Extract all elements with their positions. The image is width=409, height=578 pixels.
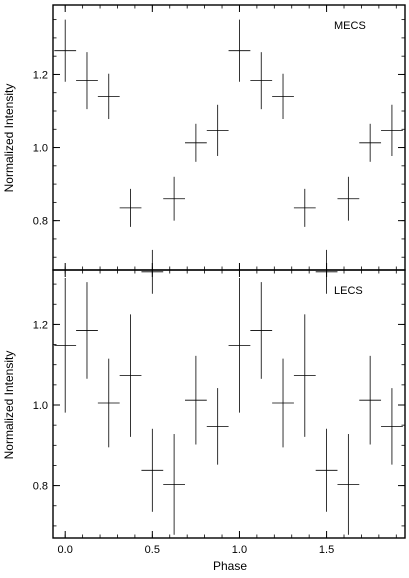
y-tick-label-mecs: 1.2 <box>33 69 48 81</box>
data-point-lecs <box>206 388 229 465</box>
data-point-lecs <box>359 355 382 445</box>
data-point-lecs <box>272 358 294 448</box>
plot-frame-lecs <box>52 269 406 539</box>
data-point-lecs <box>293 314 316 437</box>
data-point-mecs <box>337 176 360 221</box>
y-axis-label-lecs: Normalized Intensity <box>2 351 16 460</box>
panel-label-lecs: LECS <box>334 285 363 297</box>
data-point-mecs <box>185 123 207 162</box>
data-point-mecs <box>272 73 294 120</box>
data-point-mecs <box>359 123 382 162</box>
data-point-mecs <box>54 19 77 82</box>
y-tick-label-lecs: 1.0 <box>33 400 48 412</box>
x-tick-label: 0.5 <box>145 544 160 556</box>
data-point-mecs <box>97 73 120 120</box>
data-point-lecs <box>250 282 273 379</box>
data-point-lecs <box>381 388 403 465</box>
x-tick-labels: 0.0 0.5 1.0 1.5 <box>58 544 335 556</box>
data-point-lecs <box>163 434 185 535</box>
panel-mecs: 0.8 1.0 1.2 MECS <box>33 4 406 294</box>
plot-frame-mecs <box>52 4 406 271</box>
data-point-mecs <box>250 52 273 110</box>
data-point-lecs <box>228 278 251 413</box>
data-point-lecs <box>337 434 360 535</box>
data-point-lecs <box>76 282 98 379</box>
x-tick-label: 0.0 <box>58 544 73 556</box>
y-tick-label-lecs: 1.2 <box>33 319 48 331</box>
y-tick-label-lecs: 0.8 <box>33 481 48 493</box>
data-point-mecs <box>293 188 316 227</box>
data-point-mecs <box>76 52 98 110</box>
data-point-mecs <box>163 176 185 221</box>
data-point-mecs <box>206 104 229 156</box>
data-point-mecs <box>228 19 251 82</box>
panel-label-mecs: MECS <box>334 20 366 32</box>
x-tick-label: 1.0 <box>232 544 247 556</box>
x-axis-label: Phase <box>213 559 247 573</box>
data-point-lecs <box>315 428 338 512</box>
data-point-lecs <box>185 355 207 445</box>
y-axis-label-mecs: Normalized Intensity <box>2 84 16 193</box>
x-tick-label: 1.5 <box>319 544 334 556</box>
panel-lecs: 0.8 1.0 1.2 LECS <box>33 269 406 539</box>
data-point-lecs <box>97 358 120 448</box>
data-point-mecs <box>381 104 403 156</box>
y-tick-label-mecs: 1.0 <box>33 143 48 155</box>
data-point-lecs <box>119 314 142 437</box>
data-point-mecs <box>119 188 142 227</box>
data-point-lecs <box>54 278 77 413</box>
data-point-lecs <box>141 428 164 512</box>
y-tick-label-mecs: 0.8 <box>33 216 48 228</box>
